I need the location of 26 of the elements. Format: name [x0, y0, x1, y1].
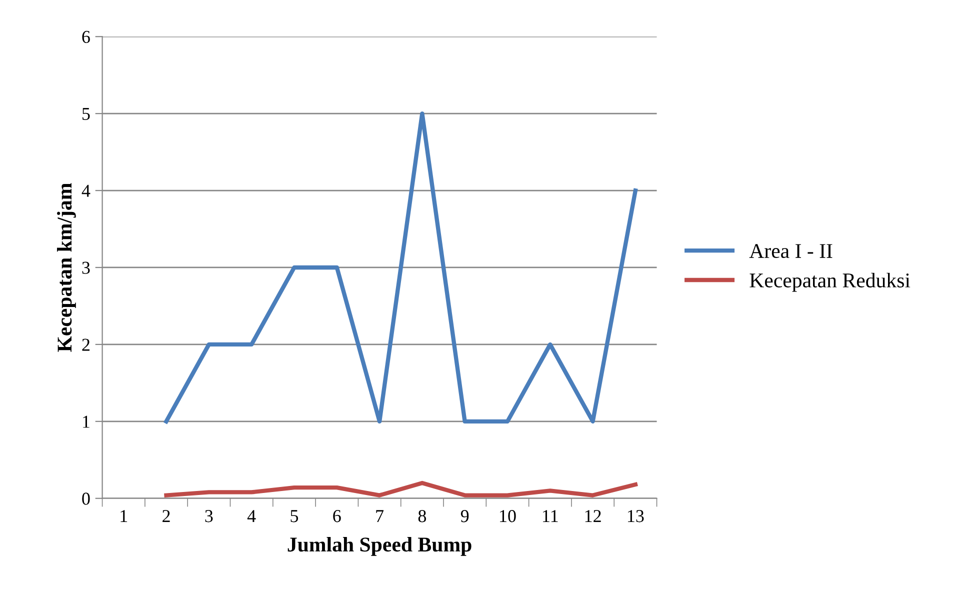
y-tick-label: 6: [82, 30, 90, 44]
x-tick-label: 9: [460, 510, 469, 522]
y-tick-label: 4: [82, 184, 90, 197]
x-tick-label: 11: [543, 510, 558, 522]
x-tick-label: 2: [162, 510, 170, 522]
x-tick-label: 7: [376, 510, 384, 522]
y-tick-label: 2: [82, 338, 90, 351]
legend-label: Area I - II: [749, 244, 832, 258]
line-series: [164, 111, 638, 424]
x-tick-label: 3: [205, 510, 213, 522]
x-tick-label: 1: [120, 510, 128, 522]
y-tick-label: 1: [83, 416, 90, 428]
x-tick-label: 8: [418, 510, 426, 522]
y-tick-label: 0: [82, 492, 90, 505]
x-tick-label: 12: [585, 510, 601, 522]
legend-label: Kecepatan Reduksi: [750, 272, 910, 292]
x-tick-label: 13: [628, 510, 644, 522]
x-tick-label: 5: [290, 510, 298, 522]
y-tick-label: 3: [82, 262, 90, 274]
x-tick-label: 4: [247, 510, 256, 522]
y-tick-label: 5: [82, 108, 90, 120]
x-tick-label: 6: [333, 510, 341, 522]
y-axis-title: Kecepatan km/jam: [57, 183, 76, 352]
x-axis-title: Jumlah Speed Bump: [288, 536, 472, 556]
line-series: [164, 480, 638, 498]
x-tick-label: 10: [500, 510, 516, 522]
